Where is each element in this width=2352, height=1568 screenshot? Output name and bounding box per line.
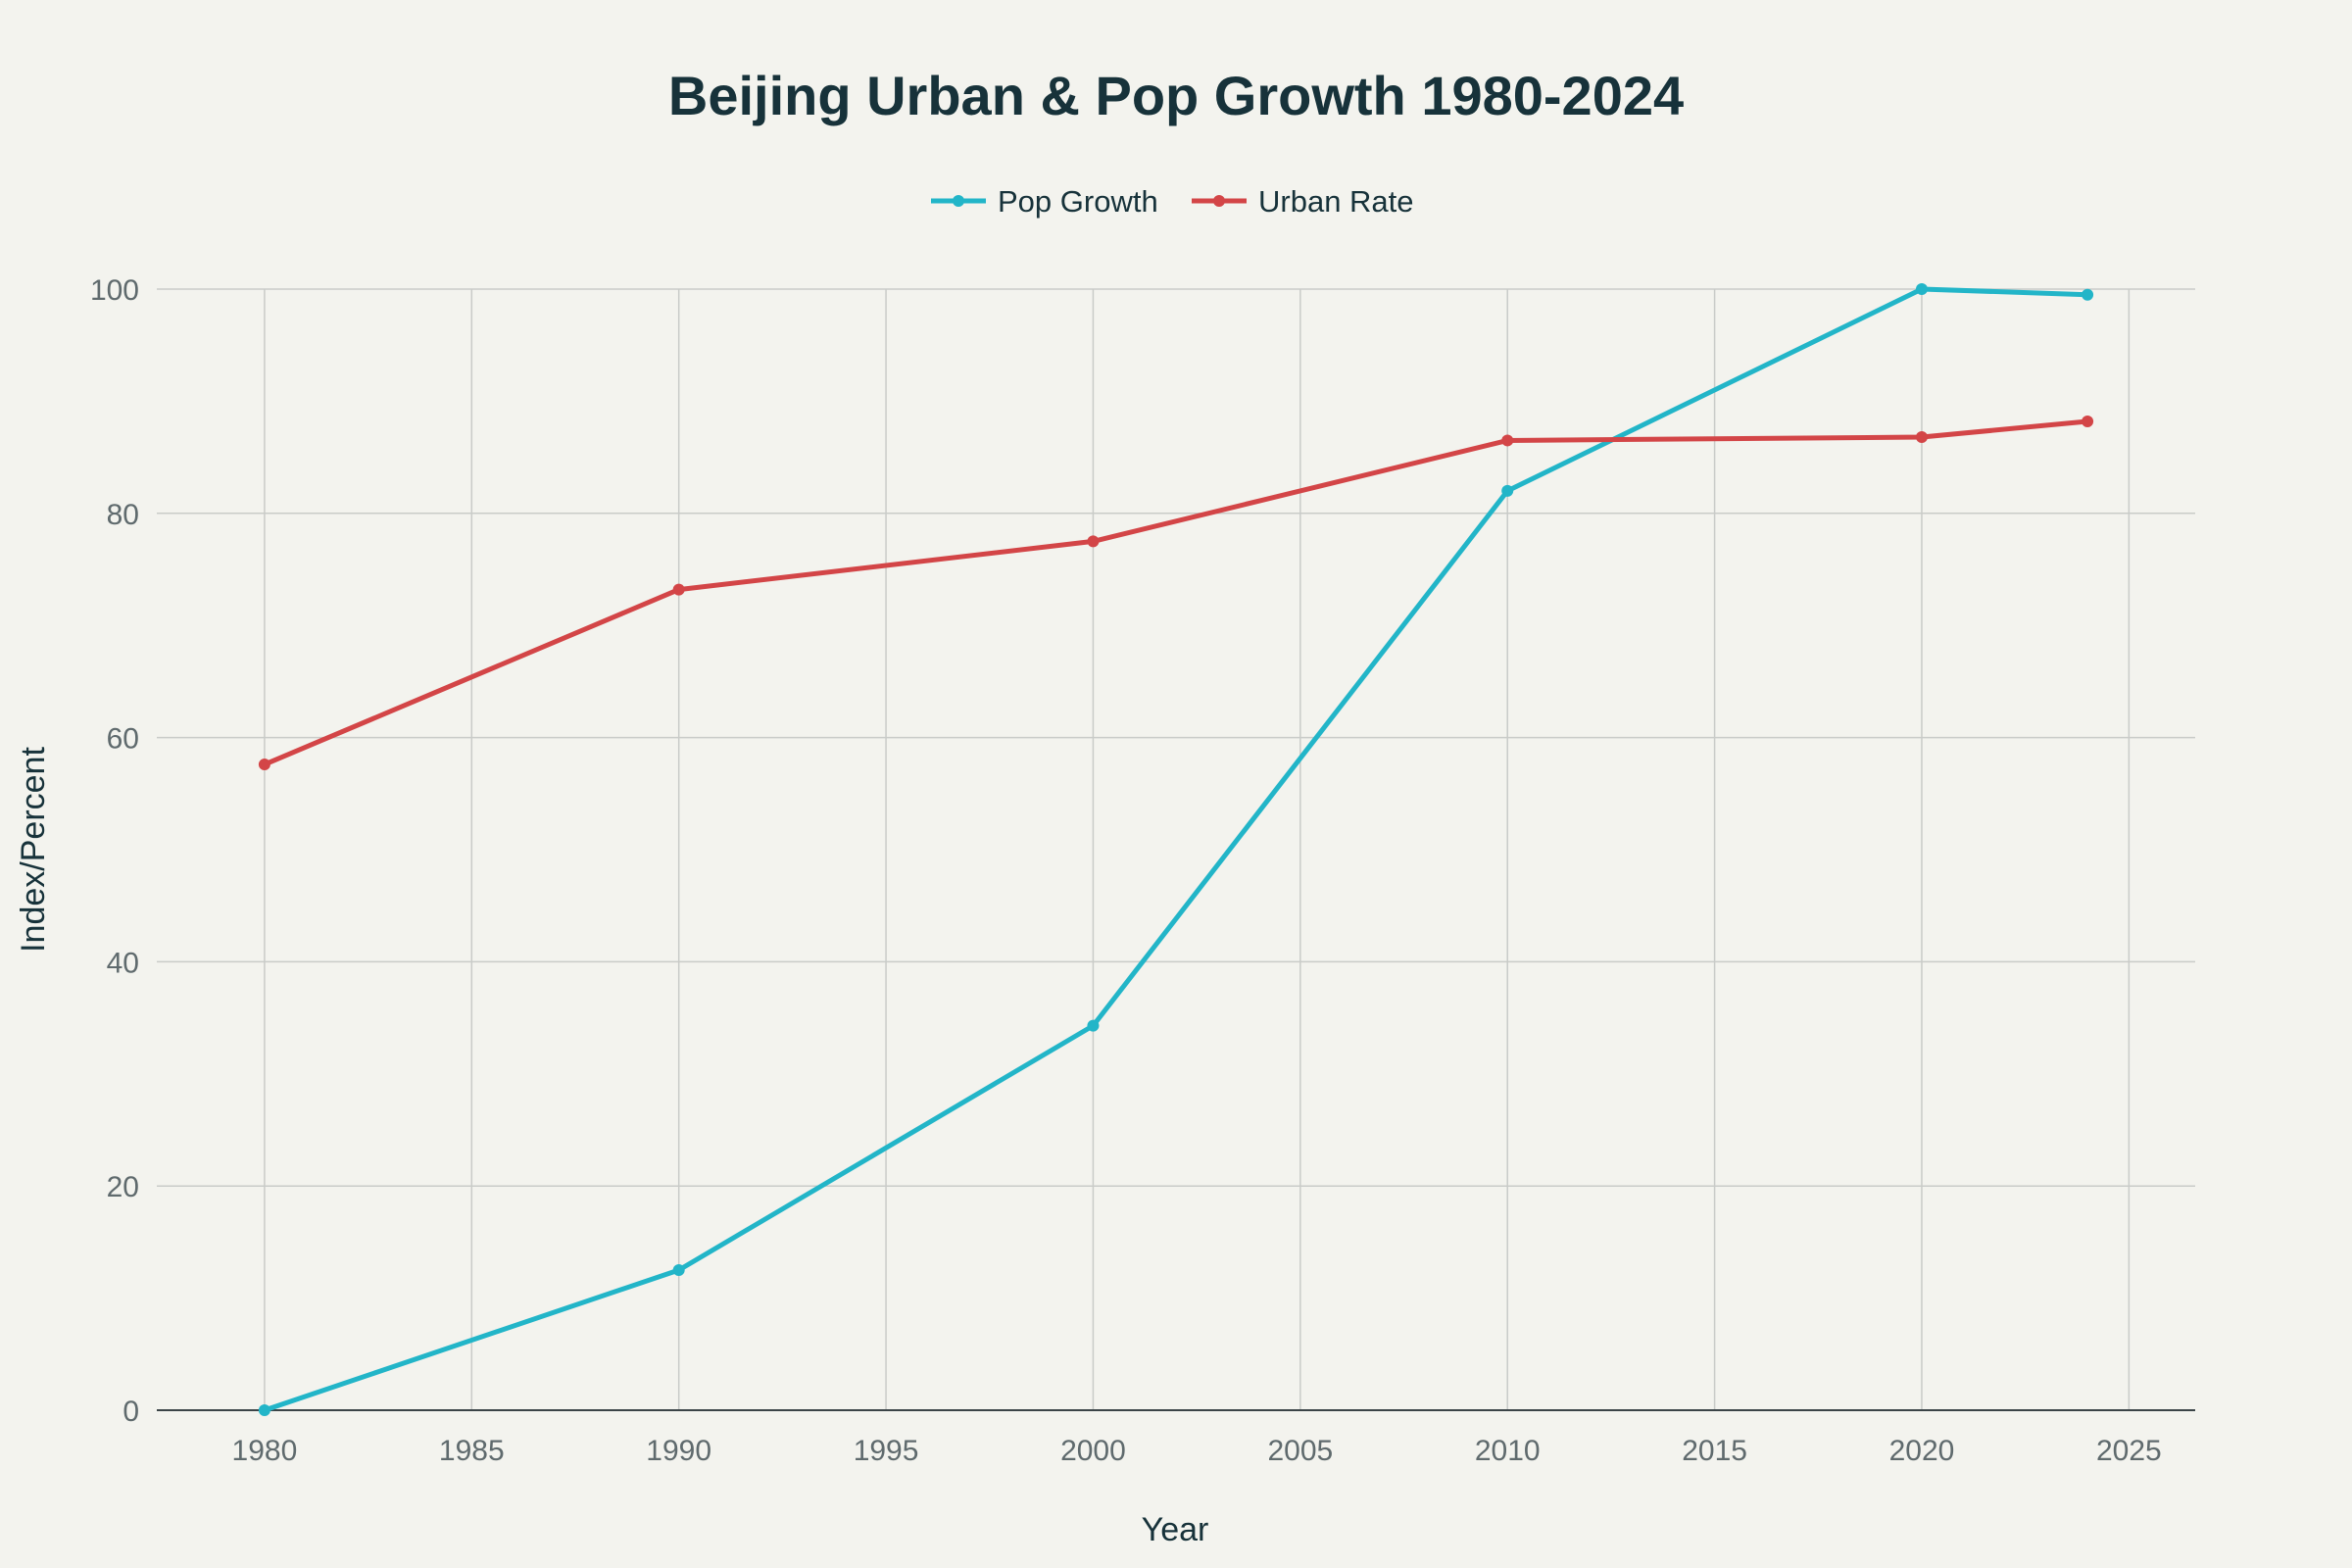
x-tick-label: 2000 (1060, 1435, 1126, 1467)
x-tick-label: 1990 (646, 1435, 711, 1467)
x-tick-label: 2005 (1267, 1435, 1333, 1467)
legend-swatch-marker (1213, 195, 1225, 207)
data-point[interactable] (258, 759, 270, 771)
series-line[interactable] (262, 418, 2090, 767)
data-point[interactable] (1915, 431, 1928, 444)
legend-swatch-marker (953, 195, 964, 207)
grid (157, 288, 2195, 1410)
x-tick-label: 2025 (2096, 1435, 2162, 1467)
x-axis-title: Year (1142, 1511, 1209, 1548)
legend[interactable]: Pop Growth Urban Rate (931, 184, 1414, 219)
legend-label: Urban Rate (1258, 184, 1414, 219)
series-layer (258, 283, 2094, 1416)
y-tick-label: 100 (90, 274, 139, 307)
data-point[interactable] (1087, 535, 1100, 548)
x-tick-label: 1995 (854, 1435, 919, 1467)
legend-item[interactable]: Pop Growth (931, 184, 1158, 219)
axes: 1980 1985 1990 1995 2000 2005 2010 2015 2020 2025… (90, 274, 2195, 1467)
legend-item[interactable]: Urban Rate (1192, 184, 1414, 219)
y-tick-label: 80 (107, 499, 139, 531)
y-tick-label: 40 (107, 947, 139, 979)
series-pop-growth[interactable] (258, 283, 2094, 1416)
y-axis-title: Index/Percent (15, 747, 52, 953)
data-point[interactable] (2082, 415, 2094, 427)
legend-label: Pop Growth (998, 184, 1158, 219)
y-tick-label: 0 (122, 1396, 139, 1428)
data-point[interactable] (672, 583, 685, 596)
x-tick-label: 1980 (232, 1435, 298, 1467)
data-point[interactable] (1087, 1019, 1100, 1032)
data-point[interactable] (1501, 434, 1514, 447)
data-point[interactable] (672, 1264, 685, 1276)
data-point[interactable] (2082, 288, 2094, 301)
x-tick-label: 2020 (1889, 1435, 1955, 1467)
series-urban-rate[interactable] (258, 415, 2094, 771)
data-point[interactable] (1915, 283, 1928, 295)
y-tick-label: 60 (107, 723, 139, 756)
x-tick-label: 2010 (1475, 1435, 1541, 1467)
chart-title: Beijing Urban & Pop Growth 1980-2024 (668, 65, 1684, 126)
y-tick-label: 20 (107, 1171, 139, 1203)
x-tick-label: 1985 (439, 1435, 505, 1467)
data-point[interactable] (258, 1404, 270, 1416)
x-tick-label: 2015 (1682, 1435, 1747, 1467)
data-point[interactable] (1501, 484, 1514, 497)
series-line[interactable] (262, 286, 2090, 1413)
